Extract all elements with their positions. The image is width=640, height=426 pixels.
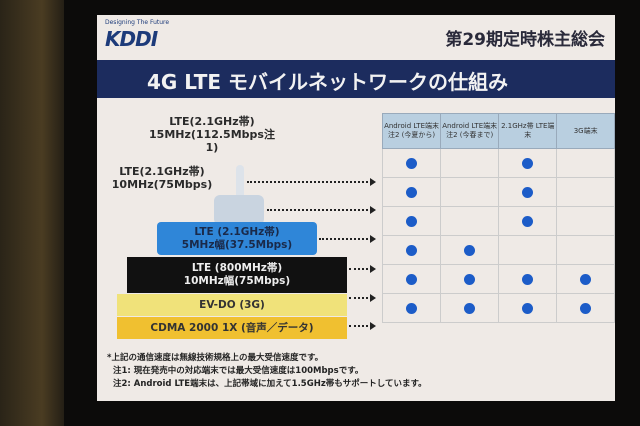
supported-dot-icon xyxy=(522,186,534,198)
table-cell xyxy=(498,235,558,265)
arrow-row-4 xyxy=(349,265,376,273)
arrow-row-1 xyxy=(247,178,376,186)
col-header: Android LTE端末注2 (今春まで) xyxy=(440,113,500,149)
table-cell xyxy=(381,235,442,265)
title-bar: 4G LTE モバイルネットワークの仕組み xyxy=(97,60,615,98)
supported-dot-icon xyxy=(464,244,476,256)
layer-lte-10mhz: LTE(2.1GHz帯) 10MHz(75Mbps) xyxy=(111,165,213,191)
device-support-table: Android LTE端末注2 (今夏から) Android LTE端末注2 (今… xyxy=(381,113,615,323)
table-cell xyxy=(556,177,615,207)
table-cell xyxy=(556,264,615,294)
arrow-row-6 xyxy=(349,322,376,330)
arrow-row-5 xyxy=(349,294,376,302)
table-cell xyxy=(440,206,500,236)
band-lte-800: LTE (800MHz帯) 10MHz幅(75Mbps) xyxy=(127,257,347,293)
table-row xyxy=(381,293,615,323)
table-cell xyxy=(556,293,615,323)
table-cell xyxy=(556,235,615,265)
col-header: Android LTE端末注2 (今夏から) xyxy=(381,113,442,149)
supported-dot-icon xyxy=(464,302,476,314)
table-cell xyxy=(498,148,558,178)
footnote: 注2: Android LTE端末は、上記帯域に加えて1.5GHz帯もサポートし… xyxy=(113,379,427,389)
supported-dot-icon xyxy=(406,244,418,256)
table-cell xyxy=(381,293,442,323)
table-cell xyxy=(381,177,442,207)
meeting-title: 第29期定時株主総会 xyxy=(445,30,605,50)
footnote: 注1: 現在発売中の対応端末では最大受信速度は100Mbpsです。 xyxy=(113,366,364,376)
table-cell xyxy=(556,206,615,236)
logo-tagline: Designing The Future xyxy=(105,19,170,26)
table-cell xyxy=(440,148,500,178)
supported-dot-icon xyxy=(522,157,534,169)
layer-lte-15mhz: LTE(2.1GHz帯) 15MHz(112.5Mbps注1) xyxy=(149,115,275,154)
table-row xyxy=(381,264,615,294)
supported-dot-icon xyxy=(406,273,418,285)
supported-dot-icon xyxy=(464,273,476,285)
table-cell xyxy=(381,264,442,294)
supported-dot-icon xyxy=(580,302,592,314)
table-cell xyxy=(381,206,442,236)
table-cell xyxy=(498,206,558,236)
arrow-row-2 xyxy=(267,206,376,214)
table-cell xyxy=(440,177,500,207)
tower-base xyxy=(214,195,264,225)
supported-dot-icon xyxy=(522,215,534,227)
table-row xyxy=(381,206,615,236)
antenna-tower xyxy=(236,165,244,205)
table-cell xyxy=(498,264,558,294)
supported-dot-icon xyxy=(406,186,418,198)
band-ev-do: EV-DO (3G) xyxy=(117,294,347,316)
band-lte-2100-5mhz: LTE (2.1GHz帯) 5MHz幅(37.5Mbps) xyxy=(157,222,317,255)
band-cdma2000: CDMA 2000 1X (音声／データ) xyxy=(117,317,347,339)
col-header: 2.1GHz帯 LTE端末 xyxy=(498,113,558,149)
supported-dot-icon xyxy=(522,273,534,285)
supported-dot-icon xyxy=(406,157,418,169)
table-cell xyxy=(440,293,500,323)
footnote: *上記の通信速度は無線技術規格上の最大受信速度です。 xyxy=(107,353,324,363)
table-row xyxy=(381,177,615,207)
table-cell xyxy=(556,148,615,178)
table-cell xyxy=(440,235,500,265)
supported-dot-icon xyxy=(522,302,534,314)
slide-title: 4G LTE モバイルネットワークの仕組み xyxy=(147,70,508,94)
supported-dot-icon xyxy=(406,302,418,314)
footnotes: *上記の通信速度は無線技術規格上の最大受信速度です。 注1: 現在発売中の対応端… xyxy=(107,352,427,391)
table-row xyxy=(381,235,615,265)
supported-dot-icon xyxy=(580,273,592,285)
table-cell xyxy=(498,293,558,323)
table-cell xyxy=(381,148,442,178)
kddi-logo: KDDI xyxy=(105,27,158,51)
col-header: 3G端末 xyxy=(556,113,615,149)
wall xyxy=(0,0,70,426)
supported-dot-icon xyxy=(406,215,418,227)
arrow-row-3 xyxy=(319,235,376,243)
table-cell xyxy=(498,177,558,207)
slide: Designing The Future KDDI 第29期定時株主総会 4G … xyxy=(97,15,615,401)
table-cell xyxy=(440,264,500,294)
table-row xyxy=(381,148,615,178)
